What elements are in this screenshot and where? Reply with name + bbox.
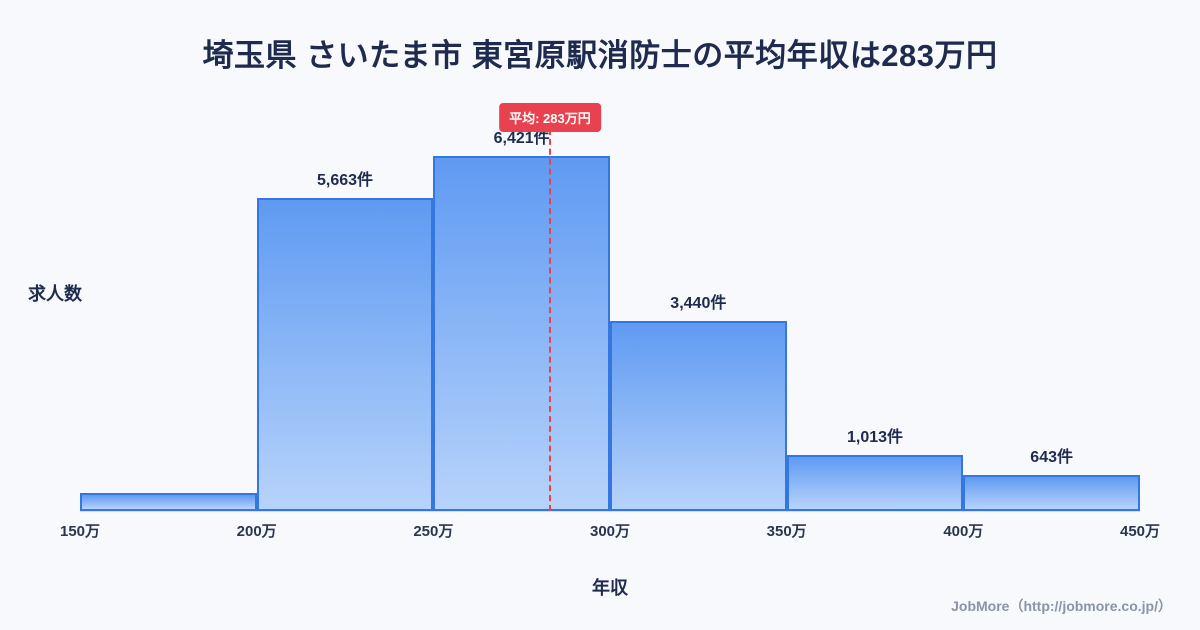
x-tick-label: 350万: [766, 523, 807, 540]
histogram-bar: [786, 455, 964, 511]
histogram-bar: [80, 492, 257, 511]
x-tick-label: 250万: [413, 523, 454, 540]
x-tick-label: 450万: [1119, 523, 1161, 540]
x-tick-label: 150万: [59, 523, 101, 540]
bar-value-label: 643件: [1030, 449, 1074, 467]
x-axis-ticks: 150万 200万 250万 300万 350万 400万 450万: [60, 520, 1160, 540]
bar-value-label: 3,440件: [670, 294, 727, 312]
x-tick-label: 400万: [943, 523, 984, 540]
plot-area: 5,663件 6,421件 3,440件 1,013件 643件: [80, 129, 1140, 512]
histogram-bar: [610, 320, 787, 511]
chart-title: 埼玉県 さいたま市 東宮原駅消防士の平均年収は283万円: [202, 38, 998, 73]
histogram-bar: [256, 197, 434, 511]
x-tick-label: 300万: [589, 523, 631, 540]
x-axis-label: 年収: [592, 578, 628, 598]
y-axis-label: 求人数: [28, 284, 82, 304]
bar-value-label: 5,663件: [316, 171, 374, 189]
histogram-bar: [433, 155, 610, 511]
average-badge: 平均: 283万円: [499, 103, 601, 132]
x-tick-label: 200万: [236, 523, 277, 540]
average-line: [548, 129, 551, 511]
footer-credit: JobMore（http://jobmore.co.jp/）: [951, 598, 1172, 614]
bar-value-label: 1,013件: [846, 429, 904, 446]
histogram-bar: [963, 475, 1140, 511]
bar-value-label: 6,421件: [493, 129, 550, 147]
